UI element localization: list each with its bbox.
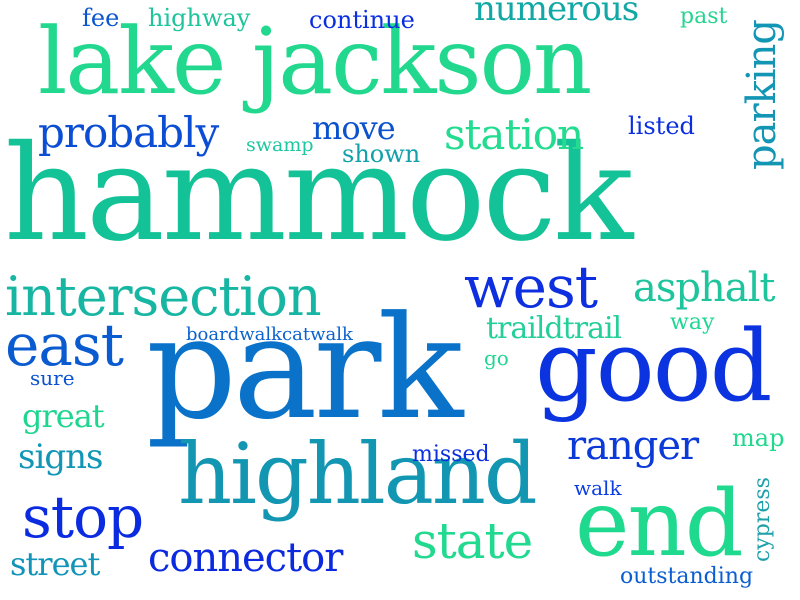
word-signs: signs (18, 437, 103, 477)
word-traildtrail: traildtrail (486, 311, 622, 346)
word-outstanding: outstanding (620, 564, 754, 589)
word-way: way (670, 310, 715, 335)
word-connector: connector (148, 535, 343, 581)
word-state: state (412, 512, 533, 570)
word-east: east (5, 311, 124, 379)
word-move: move (312, 109, 396, 147)
word-station: station (444, 110, 584, 159)
word-parking: parking (739, 20, 785, 170)
word-boardwalkcatwalk: boardwalkcatwalk (186, 324, 353, 345)
word-hammock: hammock (4, 117, 633, 271)
word-park: park (146, 286, 463, 451)
word-cypress: cypress (750, 477, 775, 562)
word-map: map (732, 424, 785, 452)
word-end: end (575, 470, 744, 577)
word-swamp: swamp (246, 134, 314, 156)
word-street: street (10, 545, 100, 583)
word-asphalt: asphalt (633, 265, 775, 311)
word-shown: shown (342, 140, 421, 168)
word-sure: sure (30, 366, 75, 390)
word-past: past (680, 4, 728, 29)
word-walk: walk (574, 476, 622, 500)
word-stop: stop (22, 483, 144, 551)
word-highland: highland (178, 425, 538, 523)
word-missed: missed (412, 442, 490, 467)
word-ranger: ranger (567, 423, 699, 469)
word-great: great (22, 397, 105, 435)
word-probably: probably (38, 108, 219, 157)
word-go: go (484, 346, 509, 370)
word-fee: fee (82, 4, 120, 32)
word-lake-jackson: lake jackson (38, 8, 592, 115)
word-numerous: numerous (474, 0, 639, 29)
word-highway: highway (148, 4, 251, 32)
word-listed: listed (628, 112, 695, 140)
word-continue: continue (309, 6, 415, 34)
word-west: west (464, 253, 598, 321)
word-intersection: intersection (5, 265, 322, 328)
word-good: good (535, 310, 772, 424)
